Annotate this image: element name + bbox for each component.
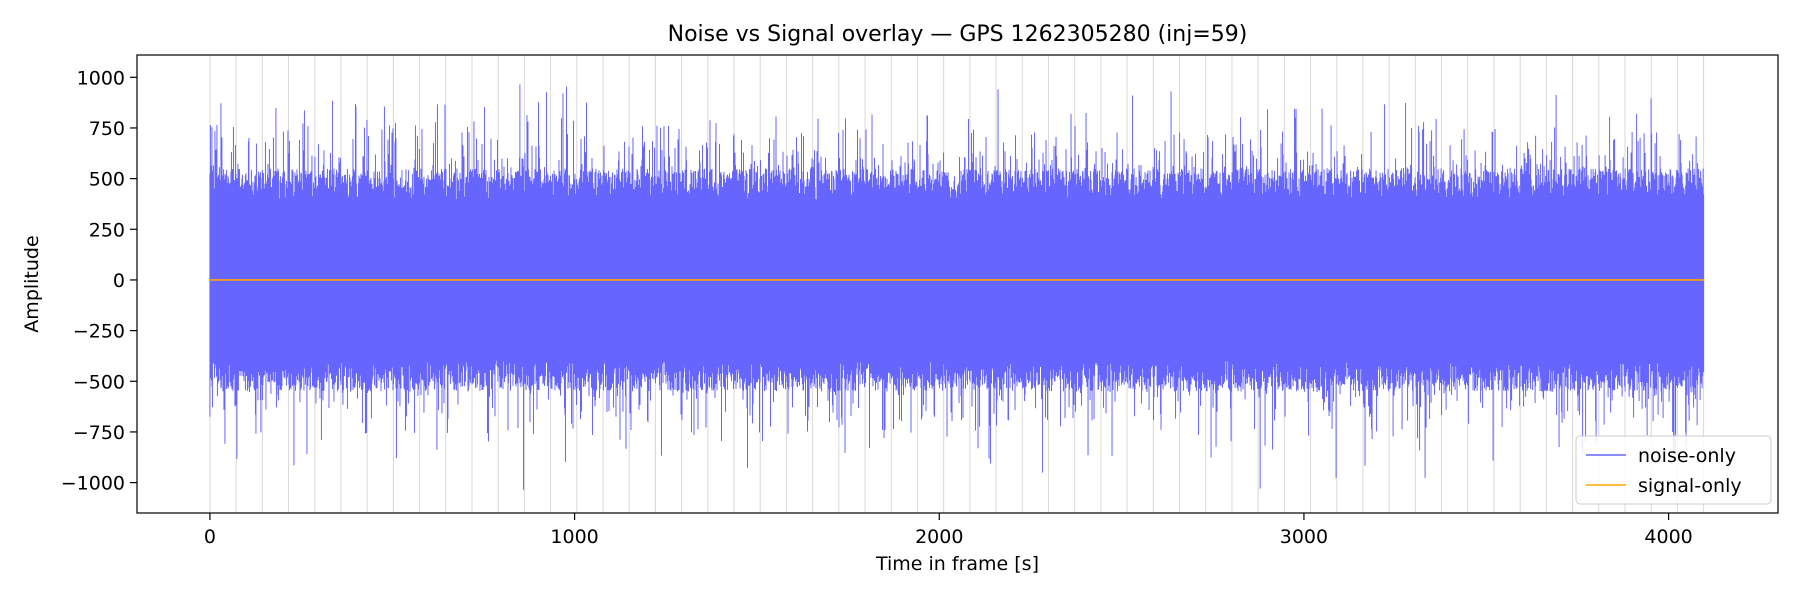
axes-frame [136,54,1779,514]
y-tick-label: 250 [89,219,125,241]
y-tick-label: −750 [73,422,125,444]
x-axis-ticks: 0 1000 2000 3000 4000 [204,513,1693,548]
legend-label: signal-only [1638,475,1742,497]
legend-box [1575,435,1772,505]
y-axis-ticks: −1000 −750 −500 −250 0 250 500 750 1000 [61,67,137,495]
y-tick-label: 750 [89,118,125,140]
x-tick-label: 1000 [550,526,598,548]
x-tick-label: 2000 [915,526,963,548]
y-tick-label: −250 [73,321,125,343]
y-tick-label: 0 [113,270,125,292]
y-axis-label: Amplitude [21,235,43,332]
y-tick-label: −1000 [61,473,125,495]
y-tick-label: 1000 [77,67,125,89]
legend-label: noise-only [1638,445,1736,467]
x-tick-label: 0 [204,526,216,548]
legend: noise-only signal-only [1575,435,1772,505]
y-tick-label: 500 [89,169,125,191]
chart-title: Noise vs Signal overlay — GPS 1262305280… [668,22,1248,47]
x-tick-label: 3000 [1280,526,1328,548]
x-tick-label: 4000 [1644,526,1692,548]
y-tick-label: −500 [73,371,125,393]
x-axis-label: Time in frame [s] [875,553,1039,575]
noise-series-layer [209,84,1705,490]
